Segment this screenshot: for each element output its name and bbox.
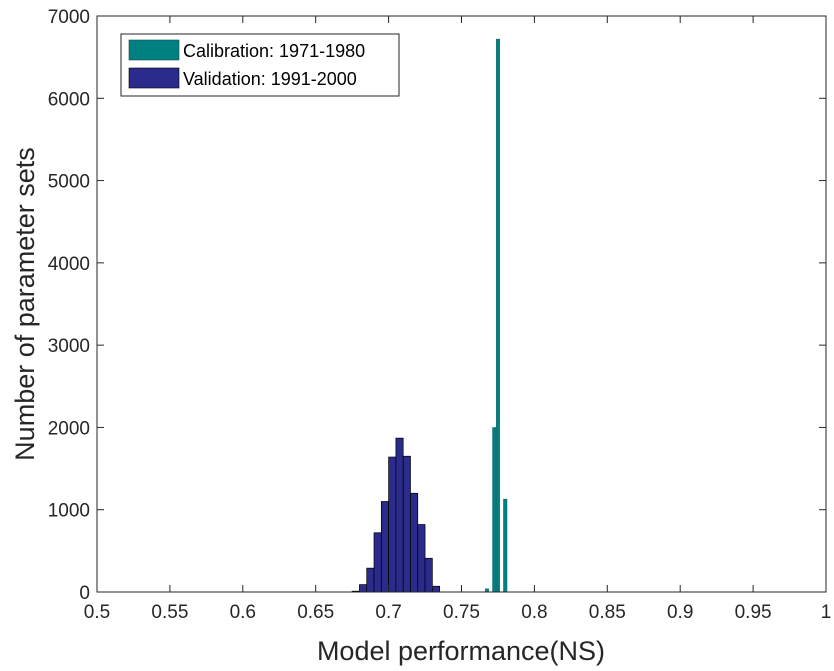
bar-series-2-bin-9 (410, 492, 419, 593)
x-axis: 0.5 0.55 0.6 0.65 0.7 0.75 0.8 0.85 0.9 0.95 1 (84, 16, 832, 623)
bar-series-2-bin-7 (395, 437, 404, 593)
x-tick-label: 0.95 (735, 602, 772, 623)
x-tick-label: 0.8 (521, 602, 547, 623)
plot-area-background (97, 16, 826, 592)
y-tick-label: 6000 (48, 89, 90, 110)
y-tick-label: 3000 (48, 336, 90, 357)
x-tick-label: 0.6 (230, 602, 256, 623)
bar-series-1-bin-4 (495, 38, 500, 593)
legend: Calibration: 1971-1980 Validation: 1991-… (120, 33, 400, 97)
legend-label-calibration: Calibration: 1971-1980 (183, 41, 365, 61)
bar-series-1-bin-3 (492, 427, 497, 593)
bar-series-2-bin-8 (402, 455, 411, 593)
legend-label-validation: Validation: 1991-2000 (183, 69, 357, 89)
x-tick-label: 0.9 (667, 602, 693, 623)
y-tick-label: 4000 (48, 254, 90, 275)
bar-series-2-bin-3 (366, 567, 375, 593)
bar-series-2-bin-10 (417, 524, 426, 593)
bar-series-2-bin-2 (359, 584, 368, 593)
y-tick-label: 2000 (48, 418, 90, 439)
y-tick-label: 1000 (48, 501, 90, 522)
y-tick-label: 7000 (48, 7, 90, 28)
y-axis: 0 1000 2000 3000 4000 5000 6000 7000 (48, 7, 826, 604)
y-tick-label: 5000 (48, 172, 90, 193)
x-tick-label: 0.75 (443, 602, 480, 623)
x-tick-label: 0.85 (589, 602, 626, 623)
y-axis-title: Number of parameter sets (10, 147, 40, 461)
bar-series-2-bin-6 (388, 456, 397, 593)
bar-series-2-bin-4 (373, 532, 382, 593)
x-tick-label: 0.65 (297, 602, 334, 623)
legend-swatch-calibration (128, 39, 180, 61)
x-tick-label: 1 (821, 602, 832, 623)
bar-series-2-bin-11 (424, 557, 433, 593)
x-tick-label: 0.5 (84, 602, 110, 623)
y-tick-label: 0 (79, 583, 90, 604)
legend-swatch-validation (128, 67, 180, 89)
x-tick-label: 0.7 (375, 602, 401, 623)
x-tick-label: 0.55 (151, 602, 188, 623)
bar-series-1-bin-6 (503, 498, 508, 593)
bars-layer (351, 38, 508, 593)
bar-series-2-bin-12 (431, 585, 440, 593)
bar-series-2-bin-5 (380, 501, 389, 593)
x-axis-title: Model performance(NS) (317, 636, 605, 666)
